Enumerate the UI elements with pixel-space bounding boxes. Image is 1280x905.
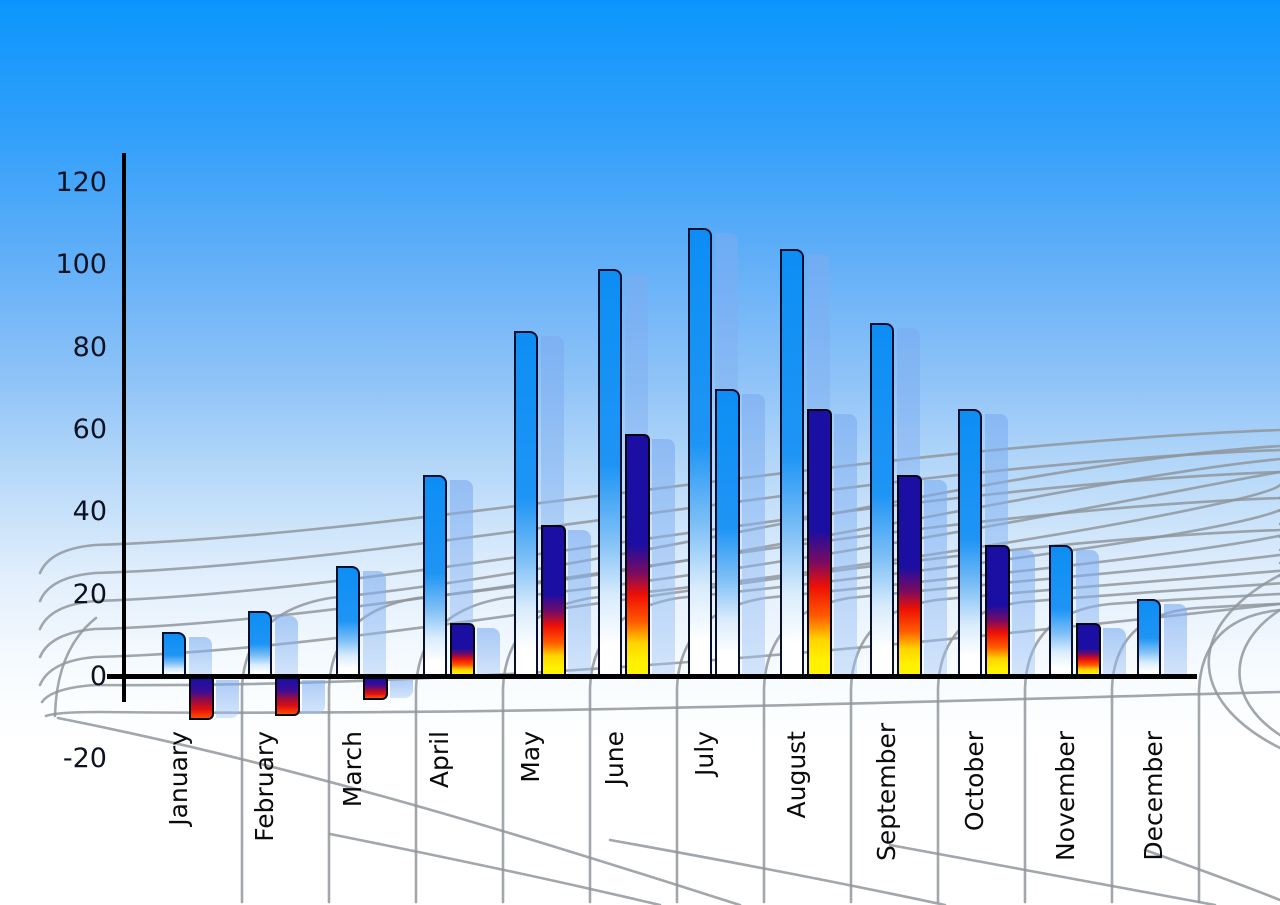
x-axis-month-label: February xyxy=(250,731,279,842)
secondary-bar xyxy=(715,388,740,677)
y-axis-line xyxy=(122,153,126,702)
primary-bar-shadow xyxy=(1164,603,1187,676)
primary-bar xyxy=(688,228,712,678)
primary-bar xyxy=(1137,598,1161,678)
primary-bar xyxy=(598,269,622,678)
primary-bar xyxy=(870,322,894,678)
y-axis-tick-label: 20 xyxy=(72,578,107,610)
primary-bar-shadow xyxy=(363,570,386,676)
secondary-bar xyxy=(275,679,300,717)
secondary-bar xyxy=(625,434,650,677)
x-axis-month-label: May xyxy=(516,731,545,783)
secondary-bar xyxy=(450,623,475,677)
secondary-bar xyxy=(1076,623,1101,677)
x-axis-month-label: January xyxy=(164,731,193,826)
primary-bar xyxy=(780,248,804,678)
secondary-bar-shadow xyxy=(477,628,500,676)
x-axis-month-label: March xyxy=(338,731,367,808)
primary-bar-shadow xyxy=(189,636,212,676)
y-axis-tick-label: 120 xyxy=(55,166,107,198)
secondary-bar-shadow xyxy=(302,680,325,715)
primary-bar xyxy=(423,475,447,678)
y-axis-tick-label: 60 xyxy=(72,413,107,445)
x-axis-month-label: September xyxy=(872,722,901,861)
x-axis-month-label: December xyxy=(1139,731,1168,861)
x-axis-month-label: July xyxy=(690,731,719,776)
secondary-bar xyxy=(363,679,388,700)
secondary-bar-shadow xyxy=(1012,550,1035,676)
x-axis-month-label: June xyxy=(600,731,629,786)
y-axis-tick-label: -20 xyxy=(62,743,107,775)
secondary-bar-shadow xyxy=(652,439,675,676)
secondary-bar xyxy=(189,679,214,721)
primary-bar xyxy=(1049,545,1073,678)
primary-bar xyxy=(248,611,272,678)
x-axis-line xyxy=(107,674,1197,679)
primary-bar xyxy=(514,331,538,678)
secondary-bar-shadow xyxy=(1103,628,1126,676)
secondary-bar-shadow xyxy=(568,529,591,676)
secondary-bar xyxy=(985,545,1010,677)
secondary-bar xyxy=(897,475,922,677)
secondary-bar-shadow xyxy=(834,414,857,676)
x-axis-month-label: November xyxy=(1051,730,1080,861)
primary-bar xyxy=(336,565,360,678)
y-axis-tick-label: 0 xyxy=(89,661,107,692)
x-axis-month-label: April xyxy=(425,731,454,789)
secondary-bar-shadow xyxy=(924,480,947,676)
y-axis-tick-label: 100 xyxy=(55,249,107,281)
y-axis-tick-label: 80 xyxy=(72,331,107,363)
secondary-bar-shadow xyxy=(742,393,765,676)
secondary-bar-shadow xyxy=(216,680,239,719)
secondary-bar-shadow xyxy=(390,680,413,698)
primary-bar xyxy=(162,631,186,678)
x-axis-month-label: October xyxy=(960,731,989,832)
secondary-bar xyxy=(807,409,832,677)
primary-bar xyxy=(958,409,982,678)
primary-bar-shadow xyxy=(275,616,298,676)
secondary-bar xyxy=(541,524,566,677)
x-axis-month-label: August xyxy=(782,731,811,819)
y-axis-tick-label: 40 xyxy=(72,496,107,528)
